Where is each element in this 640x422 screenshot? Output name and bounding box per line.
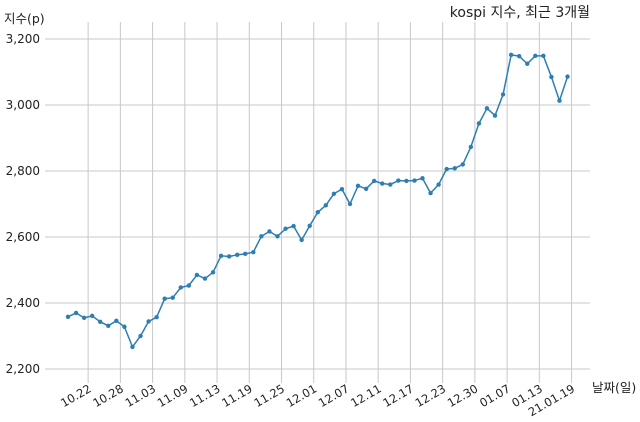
data-point: [363, 186, 369, 192]
data-point: [371, 178, 377, 184]
data-point: [122, 324, 127, 329]
y-tick-label: 3,200: [6, 32, 40, 46]
data-point: [508, 52, 514, 58]
data-point: [283, 226, 288, 231]
y-axis-label: 지수(p): [4, 11, 45, 26]
data-point: [347, 201, 353, 207]
grid: [45, 22, 590, 383]
data-point: [267, 229, 272, 234]
x-tick-label: 12.01: [284, 381, 320, 410]
data-point: [565, 74, 570, 79]
data-point: [178, 285, 183, 290]
data-point: [541, 53, 546, 59]
y-tick-label: 3,000: [6, 98, 40, 112]
data-point: [331, 191, 337, 196]
data-point: [380, 181, 385, 186]
data-point: [106, 323, 111, 328]
data-point: [170, 295, 175, 300]
data-point: [516, 53, 522, 59]
data-point: [243, 251, 248, 257]
x-axis-label: 날짜(일): [592, 380, 636, 395]
data-point: [355, 183, 361, 189]
data-point: [275, 234, 280, 239]
data-point: [549, 74, 554, 80]
y-tick-label: 2,400: [6, 296, 40, 310]
data-point: [226, 254, 232, 259]
data-point: [315, 210, 320, 215]
data-point: [154, 314, 159, 320]
data-point: [428, 190, 433, 196]
data-point: [436, 182, 441, 187]
data-point: [138, 333, 143, 339]
series-points-group: [65, 52, 570, 350]
x-axis: 10.2210.2811.0311.0911.1311.1911.2512.01…: [58, 381, 577, 419]
x-tick-label: 11.03: [123, 381, 159, 410]
x-tick-label: 11.19: [219, 381, 255, 410]
x-tick-label: 12.17: [380, 381, 416, 410]
data-point: [476, 121, 482, 126]
x-tick-label: 11.09: [155, 381, 191, 410]
data-point: [452, 166, 457, 171]
y-axis: 2,200 2,400 2,600 2,800 3,000 3,200: [6, 32, 40, 376]
chart-title: kospi 지수, 최근 3개월: [450, 5, 590, 21]
y-tick-label: 2,800: [6, 164, 40, 178]
data-point: [388, 182, 393, 187]
data-point: [557, 98, 562, 103]
x-tick-label: 12.23: [413, 381, 449, 410]
data-point: [73, 310, 79, 316]
data-point: [81, 315, 87, 321]
data-point: [468, 144, 474, 150]
data-point: [525, 61, 530, 66]
x-tick-label: 12.07: [316, 381, 352, 410]
data-point: [412, 178, 417, 183]
data-point: [194, 272, 200, 278]
y-tick-label: 2,200: [6, 362, 40, 376]
data-point: [444, 166, 449, 172]
data-point: [339, 186, 345, 192]
data-point: [235, 252, 240, 258]
data-point: [98, 319, 103, 325]
data-point: [146, 319, 151, 324]
x-tick-label: 10.28: [90, 381, 126, 410]
data-point: [202, 276, 208, 281]
data-point: [259, 234, 264, 239]
x-tick-label: 12.11: [348, 381, 384, 410]
data-point: [89, 313, 95, 319]
x-tick-label: 01.07: [477, 381, 513, 410]
data-point: [420, 176, 425, 181]
data-point: [492, 113, 498, 118]
x-tick-label: 11.25: [251, 381, 287, 410]
data-point: [460, 162, 465, 167]
data-point: [65, 314, 71, 320]
data-point: [396, 178, 401, 183]
data-point: [323, 203, 329, 208]
data-point: [130, 344, 135, 350]
data-point: [404, 178, 409, 184]
x-tick-label: 12.30: [445, 381, 481, 410]
data-point: [533, 53, 538, 59]
data-point: [291, 223, 296, 229]
x-tick-label: 11.13: [187, 381, 223, 410]
data-point: [162, 296, 167, 301]
data-point: [251, 249, 256, 255]
x-tick-label: 10.22: [58, 381, 94, 410]
data-point: [114, 318, 119, 324]
data-point: [484, 106, 490, 111]
data-point: [186, 283, 192, 288]
data-point: [210, 270, 216, 275]
y-tick-label: 2,600: [6, 230, 40, 244]
data-point: [307, 223, 312, 228]
data-point: [299, 237, 304, 243]
data-point: [500, 92, 506, 97]
data-point: [218, 253, 224, 259]
